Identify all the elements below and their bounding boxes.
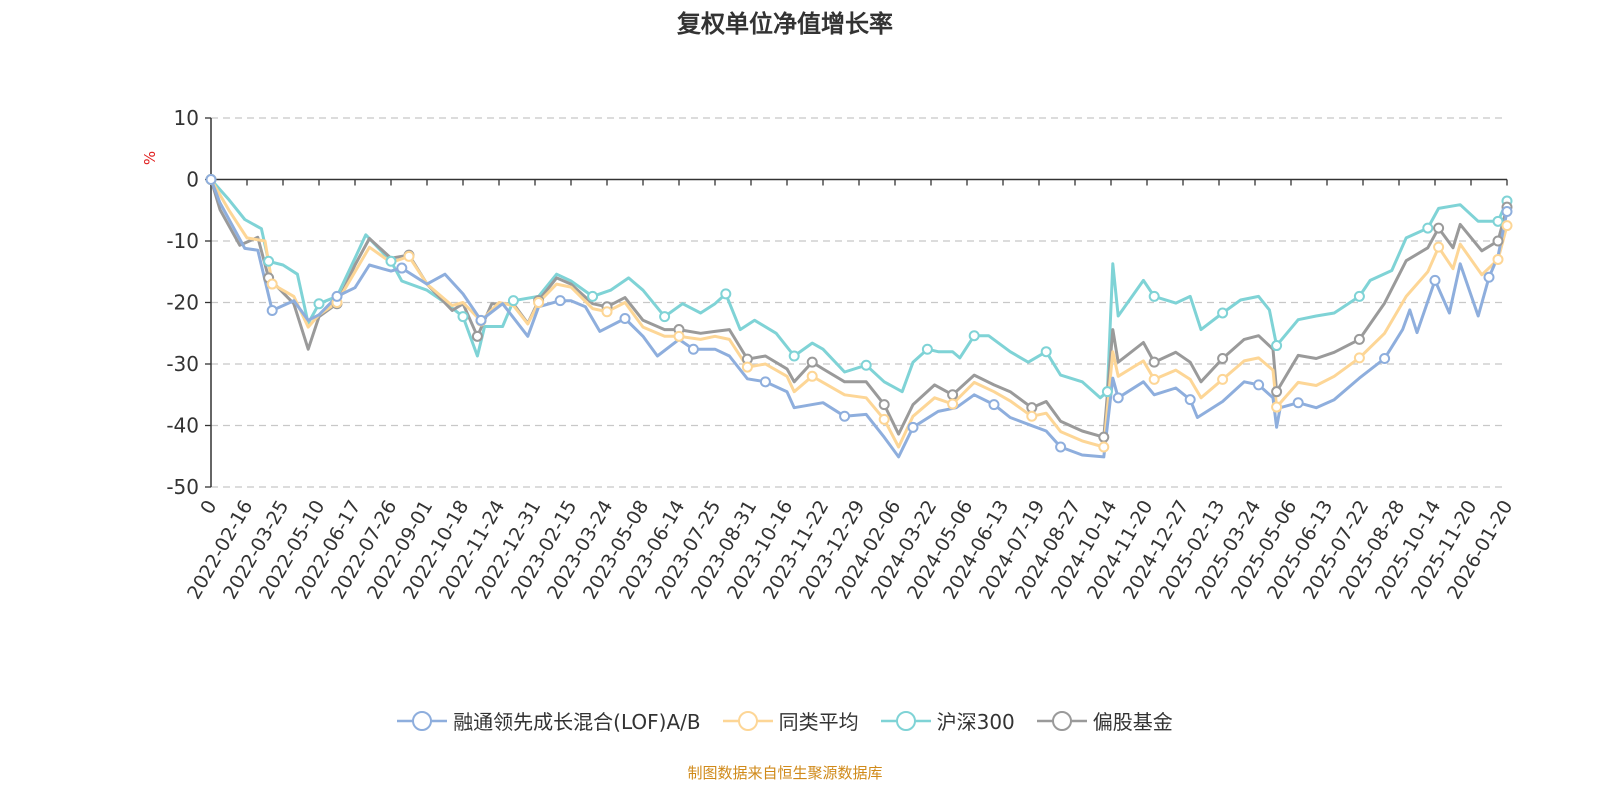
y-tick-label: -20 [166,291,199,315]
series-line-2 [209,178,1509,400]
data-source-note: 制图数据来自恒生聚源数据库 [687,764,883,782]
data-point-marker [720,288,732,300]
y-tick-label: -40 [166,414,199,438]
legend-line-circle-icon [722,710,773,731]
legend-item[interactable]: 沪深300 [880,706,1015,735]
data-point-marker [1353,352,1365,364]
data-point-marker [1433,222,1445,234]
legend-label: 同类平均 [778,710,859,734]
data-point-marker [1098,441,1110,453]
data-point-marker [1217,307,1229,319]
data-point-marker [263,255,275,267]
legend-line-circle-icon [1036,710,1087,731]
data-point-marker [1492,235,1504,247]
data-point-marker [619,312,631,324]
data-point-marker [988,399,1000,411]
chart-title: 复权单位净值增长率 [677,10,893,38]
data-point-marker [587,290,599,302]
data-point-marker [1148,373,1160,385]
data-point-marker [1492,215,1504,227]
data-point-marker [878,413,890,425]
data-point-marker [1184,394,1196,406]
y-tick-label: 0 [186,168,199,192]
data-point-marker [1501,205,1513,217]
data-point-marker [788,350,800,362]
legend-item[interactable]: 偏股基金 [1036,706,1173,735]
x-tick-label: 0 [196,497,221,518]
data-point-marker [1055,441,1067,453]
data-point-marker [1422,222,1434,234]
data-point-marker [403,250,415,262]
legend-label: 沪深300 [936,710,1015,734]
series-line-3 [209,179,1509,439]
data-point-marker [266,304,278,316]
data-point-marker [385,255,397,267]
legend-item[interactable]: 同类平均 [722,706,859,735]
data-point-marker [659,311,671,323]
legend-item[interactable]: 融通领先成长混合(LOF)A/B [397,706,701,735]
data-point-marker [839,410,851,422]
y-tick-label: 10 [174,106,199,130]
data-point-marker [1148,356,1160,368]
data-point-marker [907,421,919,433]
data-point-marker [806,370,818,382]
data-point-marker [878,399,890,411]
y-tick-label: -10 [166,229,199,253]
data-point-marker [1271,401,1283,413]
data-point-marker [396,262,408,274]
data-point-marker [1492,253,1504,265]
legend-label: 偏股基金 [1092,710,1173,734]
data-point-marker [601,306,613,318]
data-point-marker [947,389,959,401]
data-point-marker [266,278,278,290]
data-point-marker [331,290,343,302]
data-point-marker [1433,241,1445,253]
data-point-marker [947,398,959,410]
data-point-marker [1026,410,1038,422]
data-point-marker [1101,386,1113,398]
data-point-marker [921,343,933,355]
data-point-marker [1217,373,1229,385]
data-point-marker [1271,386,1283,398]
data-point-marker [471,330,483,342]
data-point-marker [1292,397,1304,409]
data-point-marker [1353,333,1365,345]
data-point-marker [313,298,325,310]
data-point-marker [205,174,217,185]
data-point-marker [860,359,872,371]
data-point-marker [1112,392,1124,404]
data-point-marker [1353,290,1365,302]
data-point-marker [1501,220,1513,232]
data-point-marker [759,376,771,388]
data-point-marker [1098,431,1110,443]
data-point-marker [457,311,469,323]
legend-line-circle-icon [397,710,448,731]
data-point-marker [1379,352,1391,364]
data-point-marker [1217,352,1229,364]
data-point-marker [1253,379,1265,391]
legend-label: 融通领先成长混合(LOF)A/B [453,710,701,734]
data-point-marker [475,314,487,326]
data-point-marker [533,297,545,308]
series-line-0 [209,178,1509,459]
data-point-marker [741,361,753,373]
data-point-marker [806,356,818,368]
data-point-marker [1040,346,1052,358]
y-tick-label: -50 [166,475,199,499]
data-point-marker [968,330,980,342]
y-tick-label: -30 [166,352,199,376]
data-point-marker [687,343,699,355]
data-point-marker [1271,340,1283,352]
data-point-marker [507,295,519,307]
y-axis-label: % [141,151,159,165]
data-point-marker [673,330,685,342]
data-point-marker [1483,271,1495,283]
data-point-marker [1429,274,1441,286]
data-point-marker [1148,290,1160,302]
legend-line-circle-icon [880,710,931,731]
data-point-marker [554,295,566,307]
legend: 融通领先成长混合(LOF)A/B 同类平均 沪深300 偏股基金 [0,706,1570,735]
